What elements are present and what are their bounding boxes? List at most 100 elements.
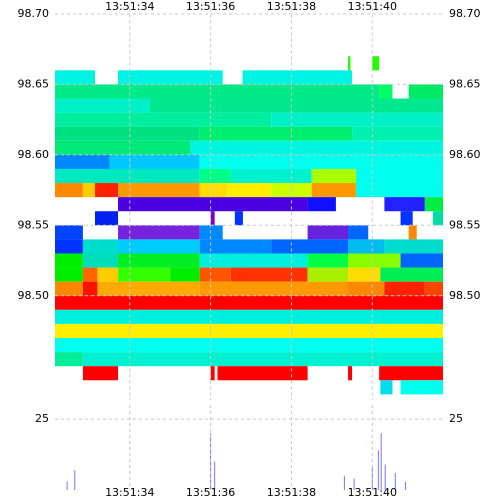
heat-cell bbox=[348, 239, 385, 254]
heat-cell bbox=[380, 380, 393, 395]
volume-bar bbox=[74, 470, 76, 490]
heat-cell bbox=[199, 239, 272, 254]
heat-cell bbox=[384, 239, 443, 254]
heat-cell bbox=[55, 225, 83, 240]
heat-cell bbox=[307, 253, 349, 268]
heat-cell bbox=[97, 267, 119, 282]
heat-cell bbox=[95, 211, 119, 226]
heat-cell bbox=[408, 84, 443, 99]
heat-cell bbox=[348, 253, 401, 268]
volume-bar bbox=[404, 481, 406, 490]
heat-cell bbox=[432, 211, 443, 226]
heat-cell bbox=[210, 366, 215, 381]
heat-cell bbox=[170, 267, 200, 282]
heat-cell bbox=[199, 154, 443, 169]
heat-cell bbox=[234, 211, 243, 226]
heat-cell bbox=[82, 253, 119, 268]
heat-cell bbox=[55, 84, 380, 99]
heat-cell bbox=[348, 281, 385, 296]
y-tick-label: 25 bbox=[35, 412, 49, 425]
heat-cell bbox=[55, 112, 272, 127]
heat-cell bbox=[400, 253, 443, 268]
heat-cell bbox=[380, 267, 443, 282]
volume-bar bbox=[380, 433, 382, 490]
y-tick-label: 98.70 bbox=[449, 7, 481, 20]
heat-cell bbox=[190, 140, 443, 155]
heat-cell bbox=[55, 168, 200, 184]
heat-cell bbox=[82, 352, 443, 367]
y-tick-label: 98.60 bbox=[449, 148, 481, 161]
heat-cell bbox=[95, 183, 119, 198]
heat-cell bbox=[199, 126, 353, 141]
x-tick-label: 13:51:38 bbox=[267, 486, 316, 499]
heat-cell bbox=[348, 225, 369, 240]
heat-cell bbox=[307, 197, 336, 212]
heat-cell bbox=[384, 197, 425, 212]
y-tick-label: 98.55 bbox=[449, 218, 481, 231]
heat-cell bbox=[55, 352, 83, 367]
heat-cell bbox=[307, 267, 349, 282]
heat-cell bbox=[199, 253, 308, 268]
volume-bar bbox=[353, 478, 355, 490]
y-tick-label: 98.60 bbox=[18, 148, 50, 161]
x-tick-label: 13:51:36 bbox=[186, 0, 235, 13]
heat-cell bbox=[109, 154, 200, 169]
y-tick-label: 98.50 bbox=[449, 289, 481, 302]
volume-bar bbox=[343, 475, 345, 490]
heat-cell bbox=[356, 168, 443, 184]
heat-cell bbox=[55, 281, 83, 296]
heat-cell bbox=[55, 183, 83, 198]
volume-bar bbox=[384, 464, 386, 490]
heat-cell bbox=[118, 267, 171, 282]
heat-cell bbox=[118, 183, 200, 198]
x-tick-label: 13:51:36 bbox=[186, 486, 235, 499]
y-tick-label: 25 bbox=[449, 412, 463, 425]
heat-cell bbox=[55, 140, 191, 155]
heat-cell bbox=[400, 211, 413, 226]
heat-cell bbox=[271, 112, 443, 127]
heat-cell bbox=[55, 309, 443, 324]
heat-cell bbox=[82, 281, 98, 296]
heat-cell bbox=[55, 154, 110, 169]
heat-cell bbox=[348, 267, 381, 282]
heat-cell bbox=[372, 56, 380, 71]
heat-cell bbox=[118, 225, 200, 240]
heat-cell bbox=[199, 183, 227, 198]
heat-cell bbox=[118, 70, 223, 85]
heat-cell bbox=[82, 239, 119, 254]
heat-cell bbox=[226, 183, 272, 198]
heat-cell bbox=[311, 183, 357, 198]
heat-cell bbox=[55, 70, 96, 85]
heat-cell bbox=[55, 253, 83, 268]
heat-cell bbox=[118, 253, 200, 268]
y-tick-label: 98.70 bbox=[18, 7, 50, 20]
heat-cell bbox=[384, 281, 425, 296]
heat-cell bbox=[379, 366, 443, 381]
x-tick-label: 13:51:38 bbox=[267, 0, 316, 13]
y-tick-label: 98.65 bbox=[18, 77, 50, 90]
heat-cell bbox=[199, 281, 349, 296]
heat-cell bbox=[230, 267, 308, 282]
heat-cell bbox=[82, 267, 98, 282]
heat-cell bbox=[82, 366, 119, 381]
heat-cell bbox=[55, 323, 443, 339]
heat-cell bbox=[82, 183, 96, 198]
heat-cell bbox=[408, 225, 417, 240]
heat-cell bbox=[55, 295, 443, 310]
heat-cell bbox=[55, 338, 443, 353]
heat-cell bbox=[271, 239, 349, 254]
heat-cell bbox=[311, 168, 357, 184]
heat-cell bbox=[379, 84, 393, 99]
heat-cell bbox=[400, 380, 443, 395]
heat-cell bbox=[118, 239, 200, 254]
heat-cell bbox=[424, 197, 443, 212]
heat-cell bbox=[118, 197, 308, 212]
heat-cell bbox=[149, 98, 443, 113]
heat-cell bbox=[55, 98, 150, 113]
y-tick-label: 98.55 bbox=[18, 218, 50, 231]
x-tick-label: 13:51:40 bbox=[348, 486, 397, 499]
volume-bar bbox=[394, 473, 396, 490]
heat-cell bbox=[352, 126, 443, 141]
y-tick-label: 98.65 bbox=[449, 77, 481, 90]
